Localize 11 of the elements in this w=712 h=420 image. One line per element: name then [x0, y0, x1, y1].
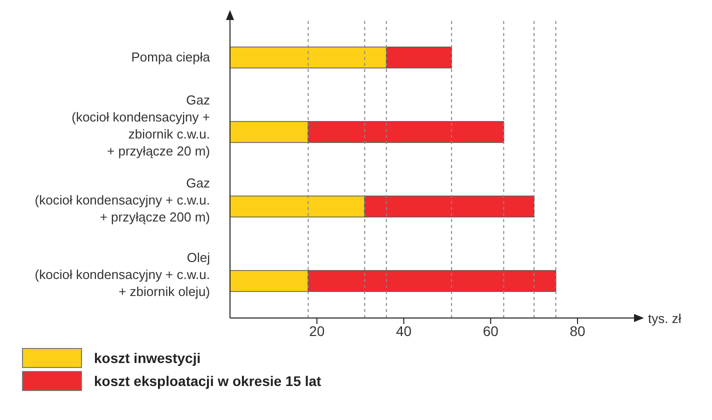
legend-label: koszt inwestycji — [94, 350, 201, 366]
y-tick-label: Olej (kocioł kondensacyjny + c.w.u. + zbiornik oleju) — [34, 250, 210, 299]
x-tick-label: 40 — [396, 322, 412, 339]
y-tick-label: Gaz (kocioł kondensacyjny + c.w.u. + przyłącze 200 m) — [34, 175, 210, 224]
x-tick-label: 20 — [309, 322, 325, 339]
x-tick-label: 80 — [570, 322, 586, 339]
legend-label: koszt eksploatacji w okresie 15 lat — [94, 373, 322, 389]
x-axis-title: tys. zł — [648, 311, 682, 326]
x-tick-label: 60 — [482, 322, 499, 339]
y-tick-label: Pompa ciepła — [131, 49, 211, 64]
y-tick-label: Gaz (kocioł kondensacyjny + zbiornik c.w.u. + przyłącze 20 m) — [72, 92, 210, 158]
